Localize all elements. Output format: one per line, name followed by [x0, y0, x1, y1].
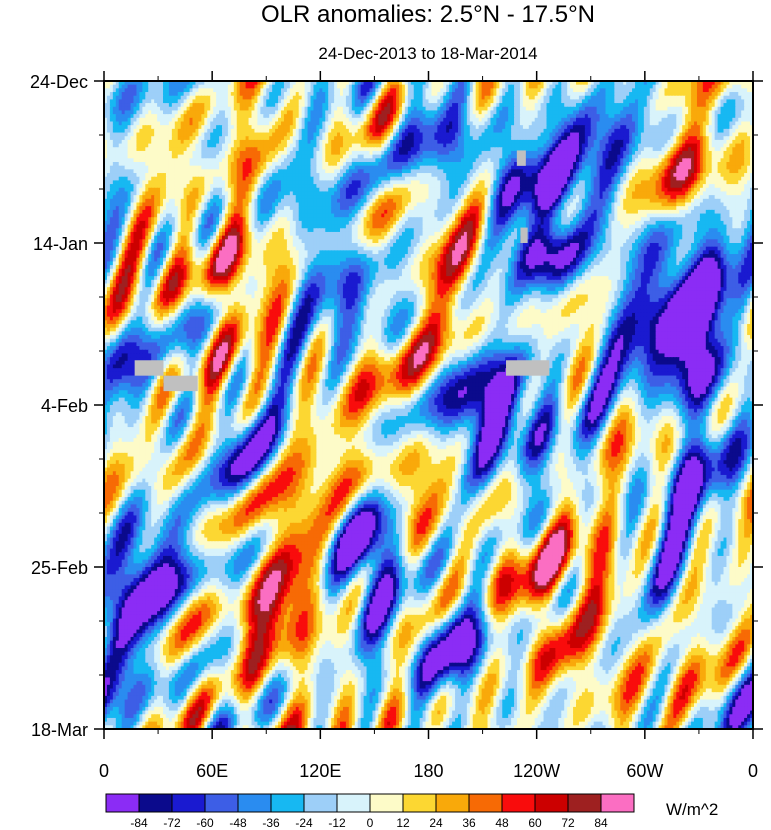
- missing-data-patch: [135, 360, 164, 375]
- colorbar-label: 0: [367, 816, 374, 830]
- colorbar-label: -72: [163, 816, 181, 830]
- colorbar-swatch: [337, 794, 370, 812]
- colorbar-swatch: [238, 794, 271, 812]
- colorbar-swatch: [205, 794, 238, 812]
- colorbar-swatch: [601, 794, 634, 812]
- chart-subtitle: 24-Dec-2013 to 18-Mar-2014: [318, 44, 537, 63]
- colorbar-swatch: [535, 794, 568, 812]
- x-tick-label: 120E: [299, 761, 341, 781]
- x-tick-label: 180: [413, 761, 443, 781]
- colorbar-label: 72: [561, 816, 575, 830]
- y-tick-label: 4-Feb: [41, 396, 88, 416]
- missing-data-patch: [517, 150, 526, 165]
- colorbar-swatch: [502, 794, 535, 812]
- colorbar-label: 36: [462, 816, 476, 830]
- colorbar-label: 48: [495, 816, 509, 830]
- missing-data-patch: [506, 360, 549, 375]
- colorbar-label: -48: [229, 816, 247, 830]
- y-tick-label: 18-Mar: [31, 720, 88, 740]
- colorbar: [106, 794, 634, 812]
- colorbar-label: -24: [295, 816, 313, 830]
- missing-data-patch: [520, 228, 527, 243]
- colorbar-label: 60: [528, 816, 542, 830]
- colorbar-swatch: [403, 794, 436, 812]
- y-tick-label: 25-Feb: [31, 558, 88, 578]
- colorbar-units: W/m^2: [666, 800, 718, 819]
- heatmap-field: [104, 81, 754, 730]
- olr-hovmoller-chart: OLR anomalies: 2.5°N - 17.5°N 24-Dec-201…: [0, 0, 771, 830]
- colorbar-label: 12: [396, 816, 410, 830]
- missing-data-patch: [163, 376, 197, 391]
- colorbar-swatch: [469, 794, 502, 812]
- x-tick-label: 60W: [626, 761, 663, 781]
- colorbar-label: -12: [328, 816, 346, 830]
- colorbar-swatch: [304, 794, 337, 812]
- colorbar-swatch: [568, 794, 601, 812]
- colorbar-labels: -84 -72 -60 -48 -36 -24 -12 0 12 24 36 48 60 72 84: [130, 816, 608, 830]
- x-tick-label: 0: [748, 761, 758, 781]
- colorbar-swatch: [172, 794, 205, 812]
- chart-title: OLR anomalies: 2.5°N - 17.5°N: [261, 1, 595, 28]
- x-tick-label: 0: [99, 761, 109, 781]
- x-tick-label: 120W: [513, 761, 560, 781]
- colorbar-label: 24: [429, 816, 443, 830]
- x-axis-tick-labels: 0 60E 120E 180 120W 60W 0: [99, 761, 758, 781]
- colorbar-swatch: [106, 794, 139, 812]
- colorbar-label: -60: [196, 816, 214, 830]
- colorbar-label: -84: [130, 816, 148, 830]
- colorbar-swatch: [271, 794, 304, 812]
- colorbar-label: 84: [594, 816, 608, 830]
- y-tick-label: 24-Dec: [30, 72, 88, 92]
- colorbar-label: -36: [262, 816, 280, 830]
- y-tick-label: 14-Jan: [33, 234, 88, 254]
- colorbar-swatch: [370, 794, 403, 812]
- x-tick-label: 60E: [196, 761, 228, 781]
- colorbar-swatch: [139, 794, 172, 812]
- y-axis-tick-labels: 24-Dec 14-Jan 4-Feb 25-Feb 18-Mar: [30, 72, 88, 740]
- colorbar-swatch: [436, 794, 469, 812]
